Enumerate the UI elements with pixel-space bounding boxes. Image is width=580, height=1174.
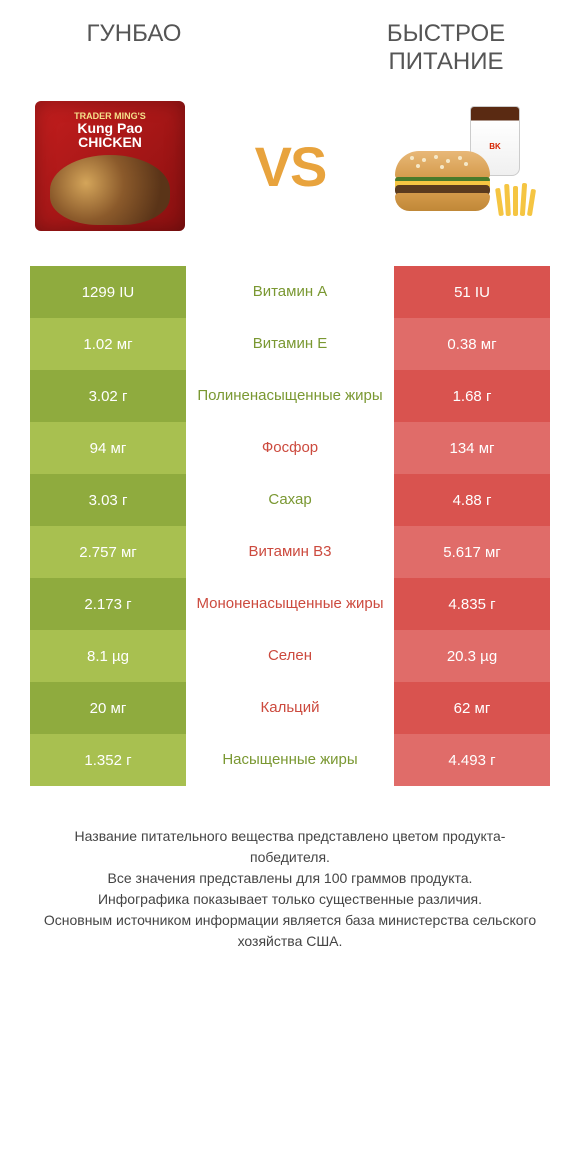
table-row: 20 мгКальций62 мг <box>30 682 550 734</box>
header-row: ГУНБАО БЫСТРОЕ ПИТАНИЕ <box>30 20 550 76</box>
value-right: 62 мг <box>394 682 550 734</box>
value-right: 1.68 г <box>394 370 550 422</box>
value-right: 0.38 мг <box>394 318 550 370</box>
footnote-text: Название питательного вещества представл… <box>30 826 550 952</box>
value-left: 1.02 мг <box>30 318 186 370</box>
table-row: 94 мгФосфор134 мг <box>30 422 550 474</box>
nutrient-label: Витамин В3 <box>186 526 394 578</box>
value-left: 94 мг <box>30 422 186 474</box>
kungpao-package-icon: TRADER MING'S Kung Pao CHICKEN <box>35 101 185 231</box>
value-right: 5.617 мг <box>394 526 550 578</box>
vs-label: VS <box>255 134 326 199</box>
header-left: ГУНБАО <box>30 20 238 48</box>
value-right: 4.835 г <box>394 578 550 630</box>
value-right: 4.88 г <box>394 474 550 526</box>
comparison-table: 1299 IUВитамин A51 IU1.02 мгВитамин E0.3… <box>30 266 550 786</box>
product-left-image: TRADER MING'S Kung Pao CHICKEN <box>30 96 190 236</box>
value-left: 8.1 µg <box>30 630 186 682</box>
product-right-image <box>390 96 550 236</box>
value-right: 51 IU <box>394 266 550 318</box>
value-left: 20 мг <box>30 682 186 734</box>
fastfood-combo-icon <box>390 106 550 226</box>
value-left: 2.173 г <box>30 578 186 630</box>
nutrient-label: Витамин A <box>186 266 394 318</box>
value-left: 2.757 мг <box>30 526 186 578</box>
burger-icon <box>395 151 490 211</box>
nutrient-label: Насыщенные жиры <box>186 734 394 786</box>
value-right: 20.3 µg <box>394 630 550 682</box>
table-row: 3.03 гСахар4.88 г <box>30 474 550 526</box>
nutrient-label: Мононенасыщенные жиры <box>186 578 394 630</box>
value-left: 3.03 г <box>30 474 186 526</box>
table-row: 2.757 мгВитамин В35.617 мг <box>30 526 550 578</box>
table-row: 3.02 гПолиненасыщенные жиры1.68 г <box>30 370 550 422</box>
pack-line2: Kung Pao <box>77 121 142 135</box>
table-row: 1.02 мгВитамин E0.38 мг <box>30 318 550 370</box>
nutrient-label: Полиненасыщенные жиры <box>186 370 394 422</box>
title-right: БЫСТРОЕ ПИТАНИЕ <box>342 20 550 76</box>
kungpao-food-icon <box>50 155 170 225</box>
value-left: 3.02 г <box>30 370 186 422</box>
value-left: 1299 IU <box>30 266 186 318</box>
nutrient-label: Фосфор <box>186 422 394 474</box>
nutrient-label: Витамин E <box>186 318 394 370</box>
table-row: 2.173 гМононенасыщенные жиры4.835 г <box>30 578 550 630</box>
value-left: 1.352 г <box>30 734 186 786</box>
product-row: TRADER MING'S Kung Pao CHICKEN VS <box>30 96 550 236</box>
header-right: БЫСТРОЕ ПИТАНИЕ <box>342 20 550 76</box>
table-row: 1299 IUВитамин A51 IU <box>30 266 550 318</box>
table-row: 1.352 гНасыщенные жиры4.493 г <box>30 734 550 786</box>
nutrient-label: Селен <box>186 630 394 682</box>
nutrient-label: Сахар <box>186 474 394 526</box>
title-left: ГУНБАО <box>30 20 238 48</box>
nutrient-label: Кальций <box>186 682 394 734</box>
fries-icon <box>495 181 545 216</box>
table-row: 8.1 µgСелен20.3 µg <box>30 630 550 682</box>
value-right: 134 мг <box>394 422 550 474</box>
pack-line3: CHICKEN <box>78 135 142 149</box>
value-right: 4.493 г <box>394 734 550 786</box>
